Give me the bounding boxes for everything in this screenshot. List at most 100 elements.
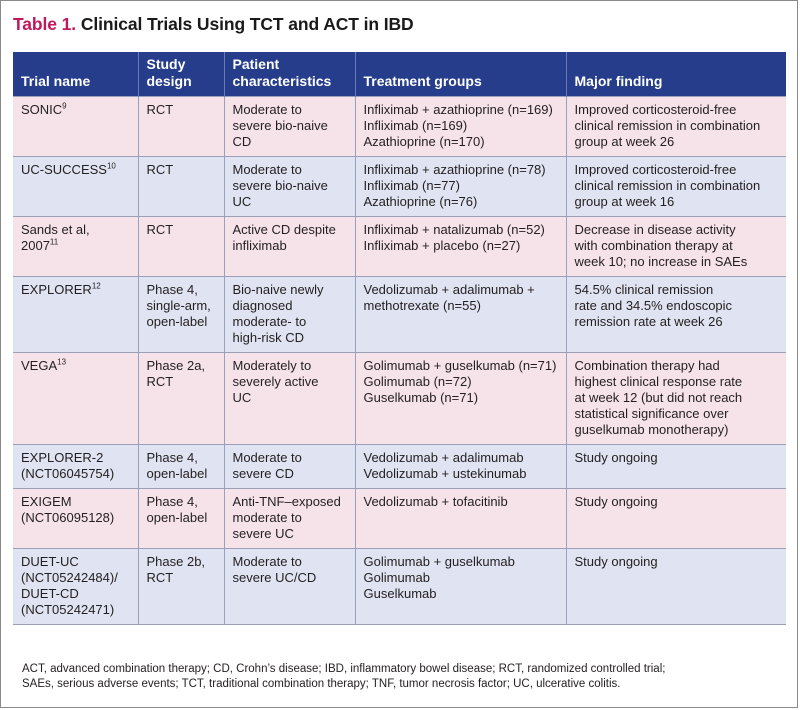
trial-name-line: (NCT06045754) xyxy=(21,466,130,482)
study-design-cell: Phase 4, open-label xyxy=(137,444,224,489)
cell-line: Guselkumab xyxy=(363,586,437,601)
cell-line: week 10; no increase in SAEs xyxy=(574,254,748,269)
table-title-label: Table 1. xyxy=(13,14,77,34)
patient-characteristics-cell: Moderately to severely active UC xyxy=(223,352,355,445)
cell-line: severe bio-naive xyxy=(232,118,328,133)
trial-name-line: VEGA13 xyxy=(21,358,130,374)
study-design-cell: RCT xyxy=(137,216,224,277)
cell-line: Active CD despite xyxy=(232,222,336,237)
table-row: EXPLORER12 Phase 4, single-arm, open-label B… xyxy=(13,276,786,353)
cell-line: Moderate to xyxy=(232,554,302,569)
patient-characteristics-cell: Moderate to severe CD xyxy=(223,444,355,489)
header-label: characteristics xyxy=(232,73,332,89)
header-label: Major finding xyxy=(574,73,663,89)
cell-line: Anti-TNF–exposed xyxy=(232,494,341,509)
cell-line: Moderate to xyxy=(232,102,302,117)
table-title: Table 1. Clinical Trials Using TCT and A… xyxy=(13,14,414,35)
major-finding-cell: Study ongoing xyxy=(565,444,786,489)
cell-line: Phase 4, xyxy=(146,282,198,297)
trial-name-text: SONIC xyxy=(21,102,63,117)
cell-line: diagnosed xyxy=(232,298,293,313)
cell-line: Moderately to xyxy=(232,358,312,373)
patient-characteristics-cell: Active CD despite infliximab xyxy=(223,216,355,277)
trial-name-line: (NCT05242471) xyxy=(21,602,130,618)
cell-line: moderate- to xyxy=(232,314,307,329)
cell-line: guselkumab monotherapy) xyxy=(574,422,729,437)
cell-line: open-label xyxy=(146,510,208,525)
trial-name-text: EXPLORER-2 xyxy=(21,450,104,465)
reference-superscript: 9 xyxy=(62,101,67,111)
cell-line: Phase 4, xyxy=(146,450,198,465)
cell-line: single-arm, xyxy=(146,298,211,313)
study-design-cell: Phase 4, single-arm, open-label xyxy=(137,276,224,353)
header-patient-characteristics: Patient characteristics xyxy=(223,52,355,97)
cell-line: Infliximab + natalizumab (n=52) xyxy=(363,222,545,237)
trial-name-line: UC-SUCCESS10 xyxy=(21,162,130,178)
cell-line: severe bio-naive xyxy=(232,178,328,193)
cell-line: open-label xyxy=(146,314,208,329)
header-label: Trial name xyxy=(21,73,91,89)
cell-line: with combination therapy at xyxy=(574,238,733,253)
treatment-groups-cell: Infliximab + azathioprine (n=78) Inflixim… xyxy=(354,156,566,217)
trial-name-text: UC-SUCCESS xyxy=(21,162,107,177)
trial-name-line: EXPLORER12 xyxy=(21,282,130,298)
header-trial-name: Trial name xyxy=(13,52,138,97)
cell-line: Infliximab (n=77) xyxy=(363,178,460,193)
reference-superscript: 12 xyxy=(91,281,101,291)
trial-name-cell: DUET-UC (NCT05242484)/DUET-CD (NCT05242471… xyxy=(13,548,138,625)
reference-superscript: 13 xyxy=(57,357,67,367)
cell-line: at week 12 (but did not reach xyxy=(574,390,743,405)
cell-line: Moderate to xyxy=(232,450,302,465)
major-finding-cell: Decrease in disease activity with combina… xyxy=(565,216,786,277)
table-row: SONIC9 RCT Moderate to severe bio-naive CD In… xyxy=(13,96,786,157)
trial-name-cell: VEGA13 xyxy=(13,352,138,445)
patient-characteristics-cell: Moderate to severe UC/CD xyxy=(223,548,355,625)
header-label: Treatment groups xyxy=(363,73,482,89)
table-row: Sands et al, 200711 RCT Active CD despite in… xyxy=(13,216,786,277)
cell-line: Infliximab + placebo (n=27) xyxy=(363,238,521,253)
major-finding-cell: Improved corticosteroid-free clinical rem… xyxy=(565,156,786,217)
cell-line: infliximab xyxy=(232,238,287,253)
cell-line: RCT xyxy=(146,570,174,585)
trial-name-line: (NCT05242484)/ xyxy=(21,570,130,586)
cell-line: RCT xyxy=(146,102,174,117)
cell-line: CD xyxy=(232,134,252,149)
cell-line: statistical significance over xyxy=(574,406,729,421)
cell-line: high-risk CD xyxy=(232,330,305,345)
cell-line: RCT xyxy=(146,162,174,177)
cell-line: Study ongoing xyxy=(574,554,658,569)
cell-line: Decrease in disease activity xyxy=(574,222,736,237)
cell-line: remission rate at week 26 xyxy=(574,314,723,329)
cell-line: Guselkumab (n=71) xyxy=(363,390,479,405)
cell-line: Golimumab + guselkumab xyxy=(363,554,515,569)
trial-name-text: (NCT06095128) xyxy=(21,510,115,525)
trial-name-line: DUET-UC xyxy=(21,554,130,570)
cell-line: severely active xyxy=(232,374,319,389)
reference-superscript: 10 xyxy=(106,161,116,171)
table-row: EXIGEM (NCT06095128) Phase 4, open-label Ant… xyxy=(13,488,786,549)
major-finding-cell: Study ongoing xyxy=(565,488,786,549)
cell-line: UC xyxy=(232,194,252,209)
cell-line: Golimumab (n=72) xyxy=(363,374,472,389)
cell-line: 54.5% clinical remission xyxy=(574,282,714,297)
trial-name-cell: Sands et al, 200711 xyxy=(13,216,138,277)
cell-line: Phase 4, xyxy=(146,494,198,509)
table-row: EXPLORER-2 (NCT06045754) Phase 4, open-labe… xyxy=(13,444,786,489)
cell-line: highest clinical response rate xyxy=(574,374,743,389)
trial-name-text: (NCT05242471) xyxy=(21,602,115,617)
cell-line: UC xyxy=(232,390,252,405)
trial-name-text: (NCT05242484)/ xyxy=(21,570,118,585)
table-body: SONIC9 RCT Moderate to severe bio-naive CD In… xyxy=(13,96,786,625)
cell-line: Moderate to xyxy=(232,162,302,177)
major-finding-cell: 54.5% clinical remission rate and 34.5% e… xyxy=(565,276,786,353)
trial-name-text: EXIGEM xyxy=(21,494,72,509)
trial-name-cell: UC-SUCCESS10 xyxy=(13,156,138,217)
cell-line: Vedolizumab + tofacitinib xyxy=(363,494,508,509)
cell-line: Study ongoing xyxy=(574,450,658,465)
clinical-trials-table: Trial name Study design Patient characterist… xyxy=(13,52,786,625)
table-header-row: Trial name Study design Patient characterist… xyxy=(13,52,786,97)
cell-line: group at week 26 xyxy=(574,134,675,149)
cell-line: Azathioprine (n=170) xyxy=(363,134,485,149)
study-design-cell: RCT xyxy=(137,156,224,217)
